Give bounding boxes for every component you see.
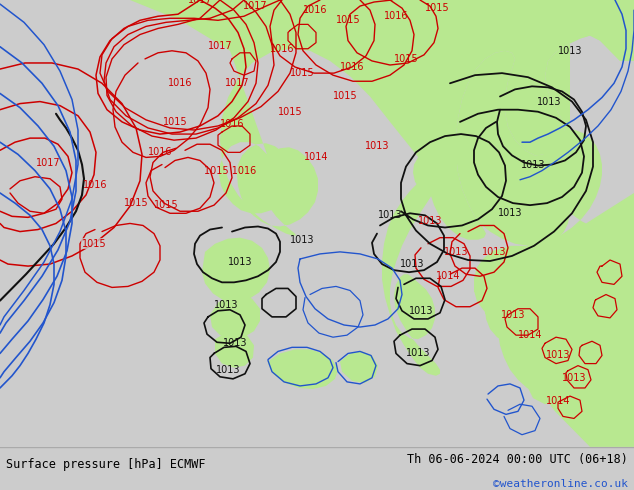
Text: 1015: 1015 (163, 117, 187, 127)
Text: 1013: 1013 (365, 141, 389, 151)
Text: 1015: 1015 (124, 198, 148, 208)
Text: 1015: 1015 (425, 3, 450, 13)
Text: 1015: 1015 (335, 15, 360, 25)
Text: 1013: 1013 (406, 348, 430, 359)
Text: 1016: 1016 (340, 62, 365, 72)
Text: 1016: 1016 (168, 78, 192, 88)
Polygon shape (215, 331, 254, 368)
Text: 1015: 1015 (82, 239, 107, 249)
Text: 1014: 1014 (436, 271, 460, 281)
Text: 1013: 1013 (562, 373, 586, 383)
Text: 1013: 1013 (418, 217, 443, 226)
Polygon shape (210, 294, 260, 339)
Text: 1013: 1013 (228, 257, 252, 267)
Text: 1013: 1013 (400, 259, 424, 269)
Polygon shape (545, 303, 582, 339)
Text: 1016: 1016 (148, 147, 172, 157)
Text: 1017: 1017 (208, 41, 232, 50)
Text: 1013: 1013 (216, 365, 240, 375)
Text: 1013: 1013 (498, 208, 522, 218)
Text: Th 06-06-2024 00:00 UTC (06+18): Th 06-06-2024 00:00 UTC (06+18) (407, 453, 628, 466)
Text: 1017: 1017 (188, 0, 212, 5)
Polygon shape (268, 349, 338, 389)
Text: 1015: 1015 (153, 200, 178, 210)
Text: 1017: 1017 (243, 1, 268, 11)
Text: 1016: 1016 (303, 5, 327, 15)
Text: 1015: 1015 (394, 54, 418, 64)
Polygon shape (547, 347, 575, 374)
Text: 1013: 1013 (482, 247, 507, 257)
Polygon shape (202, 238, 270, 303)
Text: 1014: 1014 (546, 396, 570, 406)
Text: 1013: 1013 (501, 310, 525, 320)
Polygon shape (494, 246, 545, 287)
Text: 1013: 1013 (290, 235, 314, 245)
Text: 1015: 1015 (278, 107, 302, 117)
Text: 1014: 1014 (518, 330, 542, 340)
Polygon shape (474, 130, 634, 447)
Text: 1017: 1017 (36, 157, 60, 168)
Text: 1013: 1013 (378, 210, 402, 221)
Text: 1013: 1013 (409, 306, 433, 316)
Polygon shape (563, 380, 588, 402)
Text: 1013: 1013 (558, 46, 582, 56)
Text: 1015 1016: 1015 1016 (204, 166, 256, 175)
Text: 1015: 1015 (290, 68, 314, 78)
Text: 1013: 1013 (444, 247, 469, 257)
Text: 1013: 1013 (546, 350, 570, 361)
Text: Surface pressure [hPa] ECMWF: Surface pressure [hPa] ECMWF (6, 458, 206, 470)
Polygon shape (528, 378, 562, 404)
Text: 1014: 1014 (304, 152, 328, 162)
Text: 1017: 1017 (224, 78, 249, 88)
Polygon shape (130, 0, 634, 376)
Text: ©weatheronline.co.uk: ©weatheronline.co.uk (493, 479, 628, 489)
Text: 1015: 1015 (333, 92, 358, 101)
Text: 1016: 1016 (269, 44, 294, 54)
Text: 1016: 1016 (220, 119, 244, 129)
Text: 1013: 1013 (537, 97, 561, 106)
Polygon shape (456, 0, 634, 246)
Polygon shape (340, 351, 378, 383)
Polygon shape (556, 260, 585, 289)
Text: 1013: 1013 (214, 300, 238, 310)
Text: 1013: 1013 (521, 160, 545, 170)
Text: 1016: 1016 (384, 11, 408, 21)
Text: 1013: 1013 (223, 338, 247, 348)
Text: 1016: 1016 (83, 180, 107, 190)
